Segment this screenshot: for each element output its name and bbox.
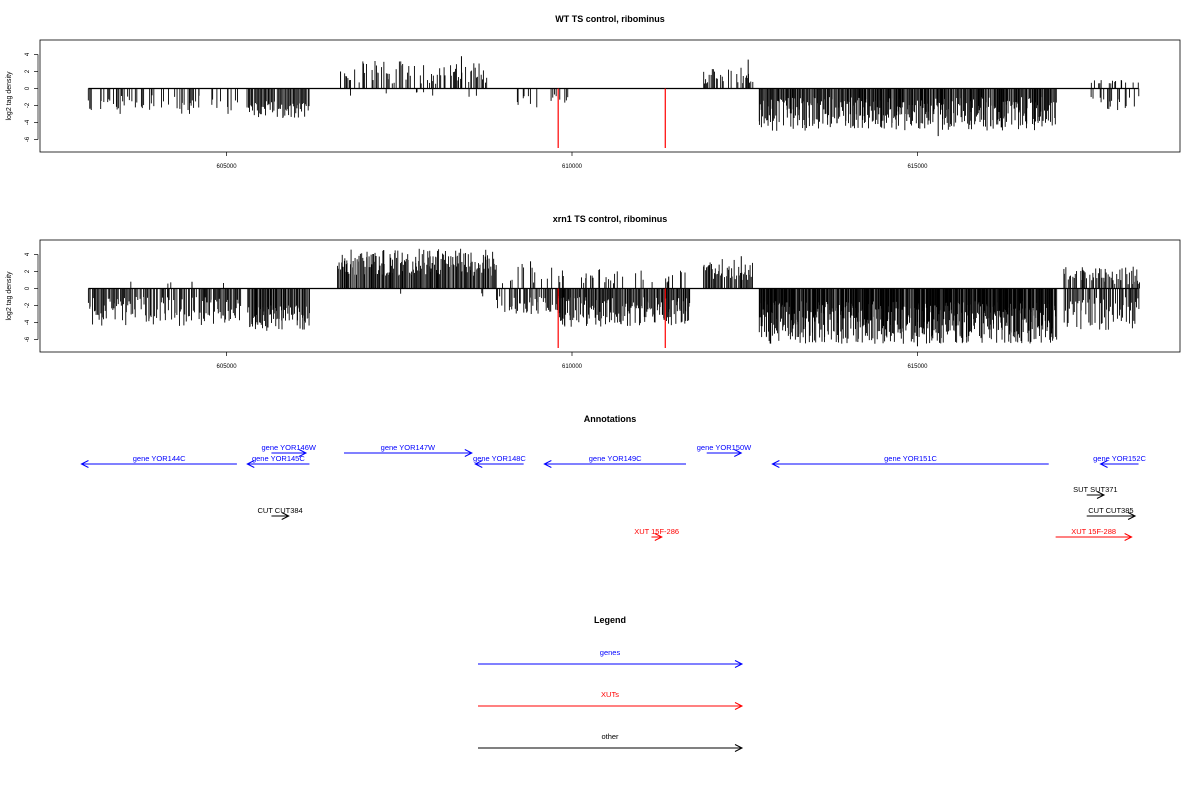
annotation-feature: gene YOR150W (697, 443, 752, 457)
x-tick-label: 615000 (907, 164, 928, 170)
y-tick-label: 4 (25, 52, 31, 56)
annotations-title: Annotations (584, 414, 637, 424)
legend-entry: other (478, 732, 744, 752)
x-tick-label: 610000 (562, 164, 583, 170)
legend-entries: genes XUTs other (478, 648, 744, 752)
feature-arrow-head (80, 460, 89, 468)
annotations-track: Annotations gene YOR144C gene YOR145Cgene… (80, 414, 1147, 541)
annotation-feature: gene YOR144C (80, 454, 237, 468)
y-tick-label: -4 (25, 319, 31, 325)
feature-label: CUT CUT384 (257, 506, 302, 515)
wt-density-panel: WT TS control, ribominus log2 tag densit… (6, 14, 1181, 170)
y-tick-label: 4 (25, 252, 31, 256)
feature-arrow-head (1099, 460, 1108, 468)
feature-arrow-head (246, 460, 255, 468)
legend-entry: genes (478, 648, 744, 668)
feature-label: gene YOR146W (261, 443, 316, 452)
annotation-feature: gene YOR151C (771, 454, 1049, 468)
annotation-feature: gene YOR145C (246, 454, 310, 468)
y-tick-label: -6 (25, 136, 31, 142)
feature-label: gene YOR144C (133, 454, 186, 463)
annotation-feature: gene YOR149C (543, 454, 686, 468)
feature-arrow-head (281, 512, 290, 520)
feature-arrow-head (1124, 533, 1133, 541)
highlight-bars (557, 288, 666, 348)
y-tick-label: -4 (25, 119, 31, 125)
annotation-feature: SUT SUT371 (1073, 485, 1118, 499)
legend: Legend genes XUTs other (478, 615, 744, 752)
annotation-feature: gene YOR147W (344, 443, 473, 457)
feature-label: gene YOR149C (589, 454, 642, 463)
y-axis-label: log2 tag density (6, 71, 13, 121)
feature-label: gene YOR148C (473, 454, 526, 463)
feature-arrow-head (474, 460, 483, 468)
y-axis: -6 -4 -2 0 2 4 (25, 252, 39, 342)
feature-label: gene YOR151C (884, 454, 937, 463)
y-axis-label: log2 tag density (6, 271, 13, 321)
panel-title: xrn1 TS control, ribominus (553, 214, 668, 224)
feature-label: XUT 15F-286 (634, 527, 679, 536)
x-axis: 605000 610000 615000 (217, 152, 928, 170)
legend-arrow-head (734, 744, 744, 752)
feature-label: CUT CUT385 (1088, 506, 1133, 515)
feature-arrow-head (654, 533, 663, 541)
feature-label: gene YOR150W (697, 443, 752, 452)
y-tick-label: 2 (25, 269, 31, 273)
legend-title: Legend (594, 615, 626, 625)
legend-arrow-head (734, 702, 744, 710)
annotation-feature: gene YOR148C (473, 454, 526, 468)
legend-label: other (601, 732, 619, 741)
x-tick-label: 605000 (217, 164, 238, 170)
x-tick-label: 610000 (562, 364, 583, 370)
density-bars (87, 248, 1140, 347)
feature-arrow-head (771, 460, 780, 468)
x-tick-label: 615000 (907, 364, 928, 370)
panel-title: WT TS control, ribominus (555, 14, 665, 24)
feature-arrow-head (1127, 512, 1137, 520)
annotation-feature: XUT 15F-288 (1055, 527, 1133, 541)
y-tick-label: 0 (25, 286, 31, 290)
feature-label: gene YOR147W (381, 443, 436, 452)
feature-label: gene YOR145C (252, 454, 305, 463)
legend-label: genes (600, 648, 621, 657)
y-tick-label: 0 (25, 86, 31, 90)
plot-frame (39, 39, 1181, 153)
feature-label: XUT 15F-288 (1071, 527, 1116, 536)
y-tick-label: 2 (25, 69, 31, 73)
x-axis: 605000 610000 615000 (217, 352, 928, 370)
legend-label: XUTs (601, 690, 619, 699)
annotation-feature: XUT 15F-286 (634, 527, 679, 541)
feature-arrow-head (298, 449, 308, 457)
annotation-feature: gene YOR146W (261, 443, 317, 457)
annotation-feature: CUT CUT384 (257, 506, 303, 520)
y-axis: -6 -4 -2 0 2 4 (25, 52, 39, 142)
feature-label: SUT SUT371 (1073, 485, 1117, 494)
feature-arrow-head (1096, 491, 1106, 499)
feature-arrow-head (734, 449, 743, 457)
annotation-features: gene YOR144C gene YOR145C gene YOR146W gene… (80, 443, 1147, 541)
feature-arrow-head (543, 460, 552, 468)
y-tick-label: -6 (25, 336, 31, 342)
feature-label: gene YOR152C (1093, 454, 1146, 463)
y-tick-label: -2 (25, 102, 31, 108)
legend-arrow-head (734, 660, 744, 668)
y-tick-label: -2 (25, 302, 31, 308)
annotation-feature: CUT CUT385 (1086, 506, 1137, 520)
plot-frame (39, 239, 1181, 353)
x-tick-label: 605000 (217, 364, 238, 370)
density-bars (87, 56, 1140, 137)
annotation-feature: gene YOR152C (1093, 454, 1147, 468)
legend-entry: XUTs (478, 690, 744, 710)
feature-arrow-head (464, 449, 473, 457)
highlight-bars (557, 88, 666, 148)
xrn1-density-panel: xrn1 TS control, ribominus log2 tag dens… (6, 214, 1181, 370)
